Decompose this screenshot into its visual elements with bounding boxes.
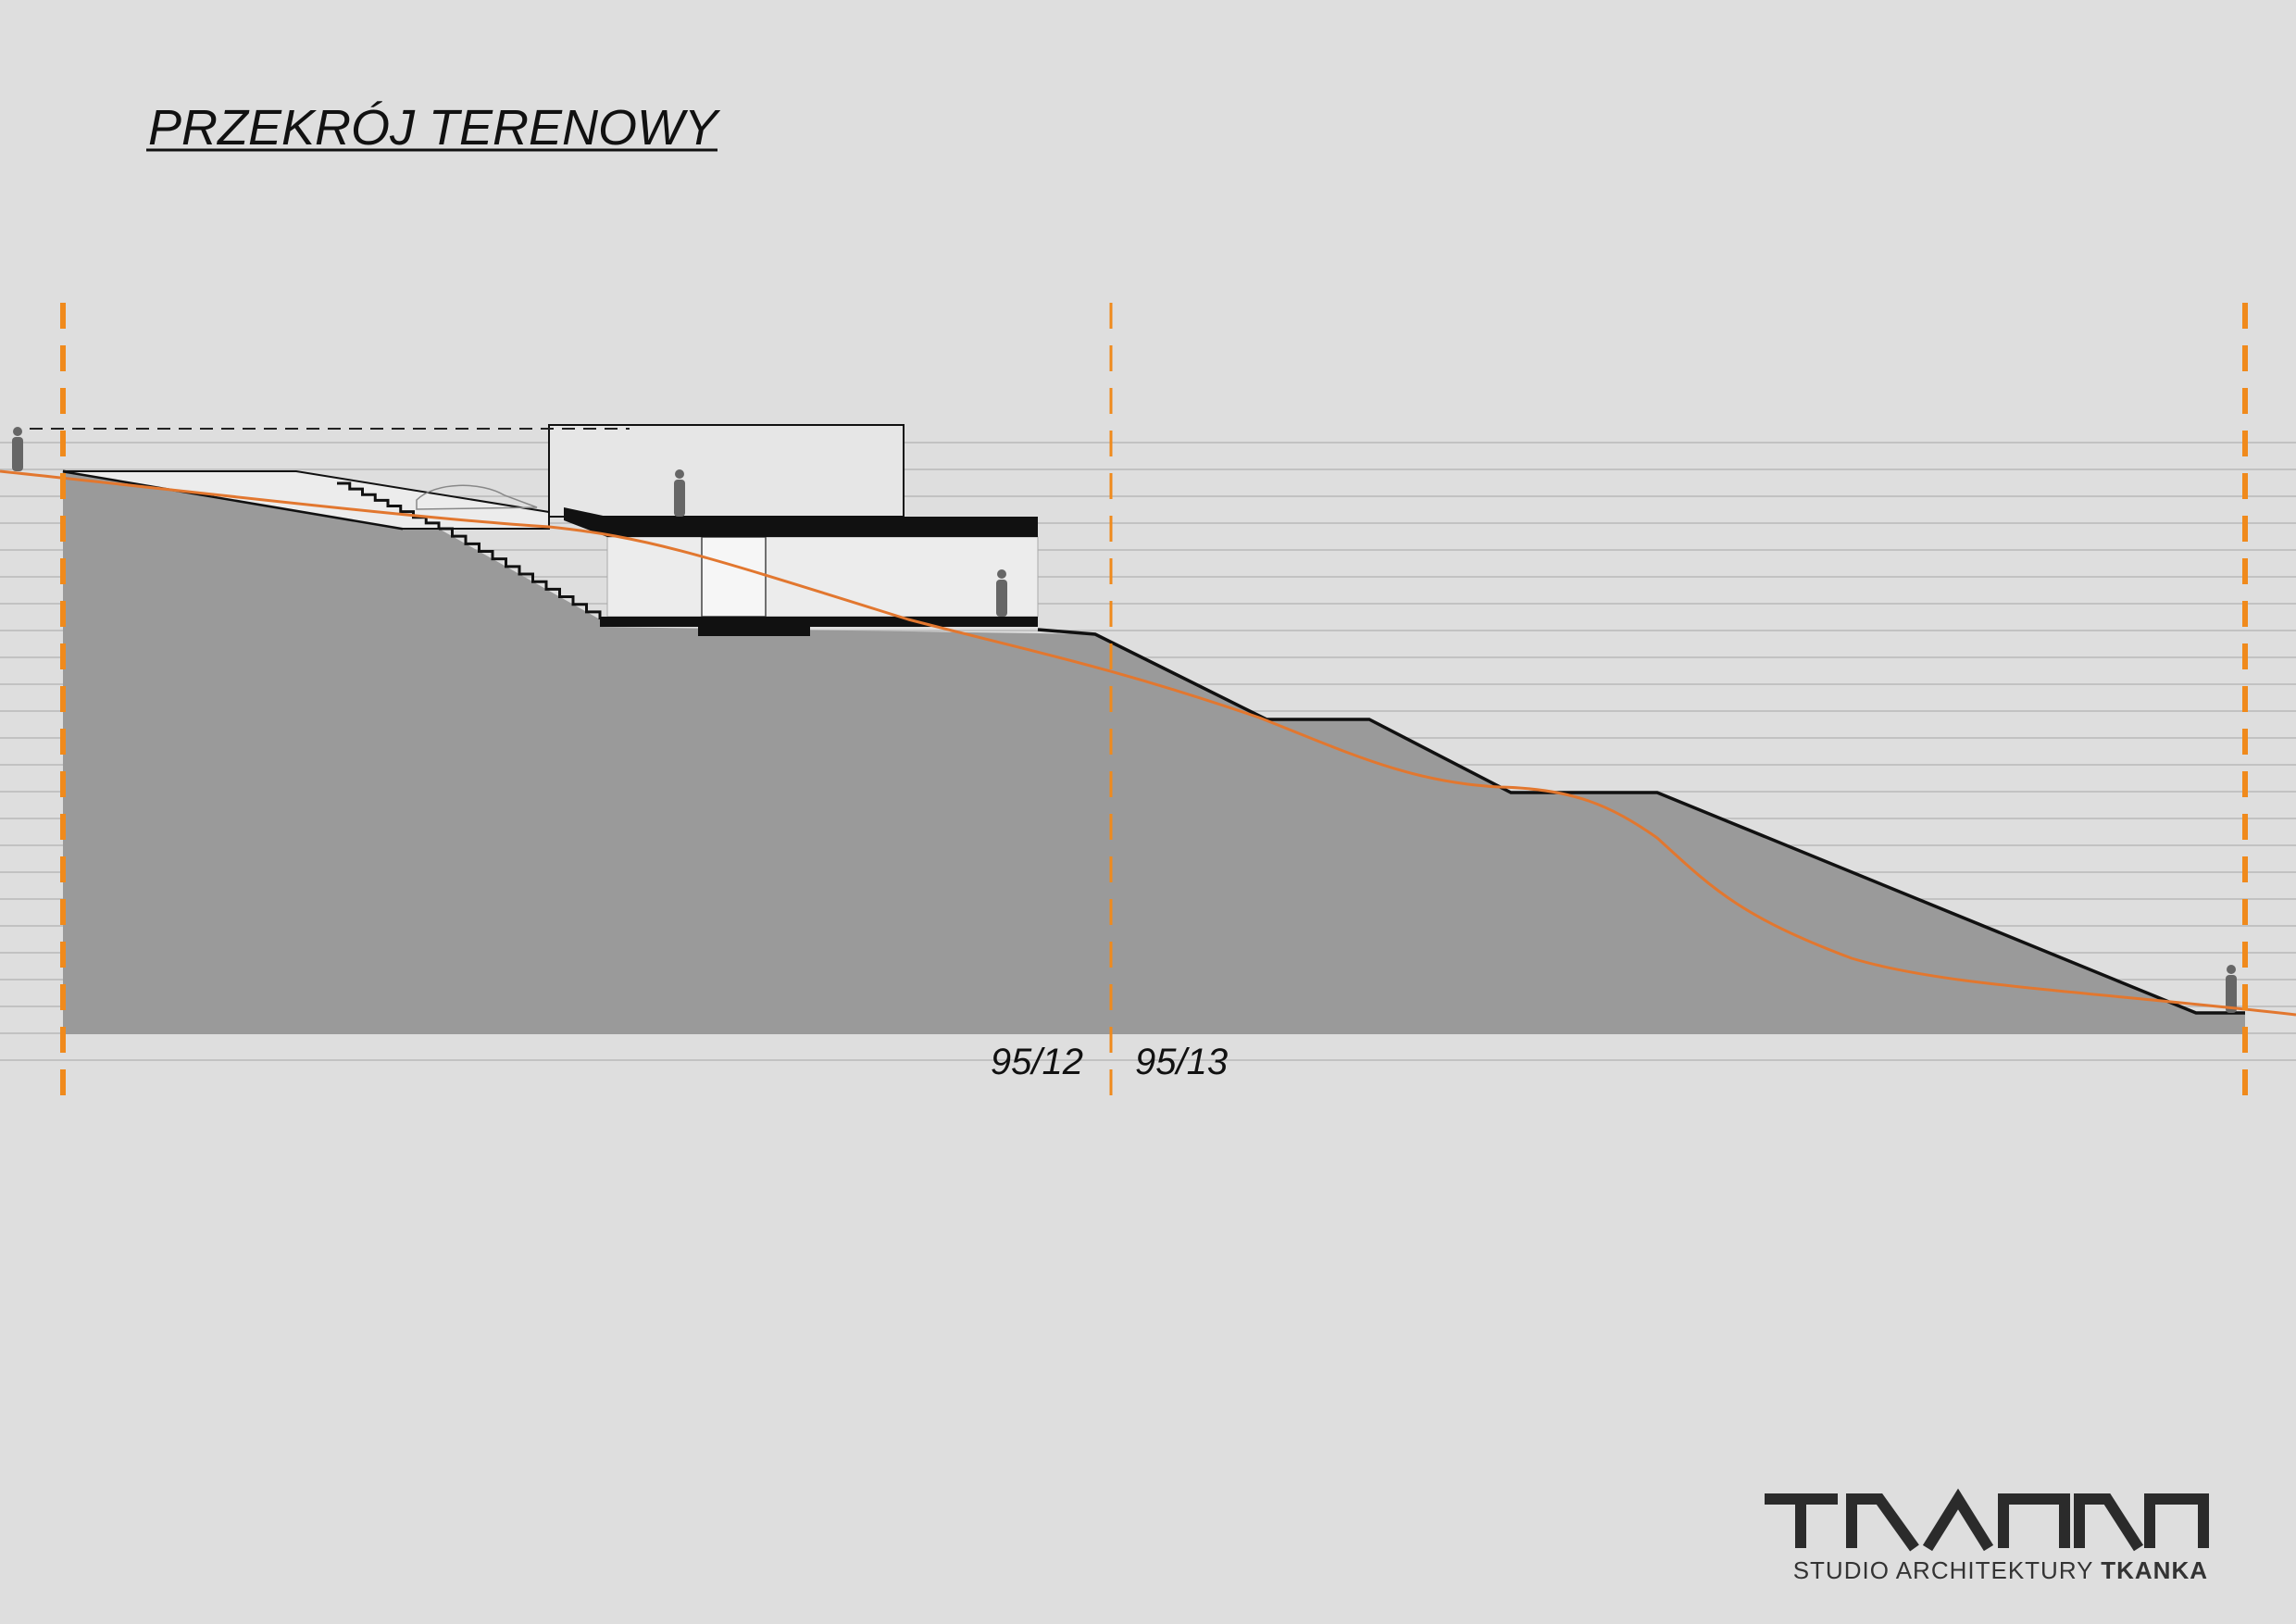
stairs <box>337 481 602 620</box>
terrain-edge <box>1037 628 2245 1015</box>
driveway <box>62 470 550 530</box>
person <box>2227 965 2236 974</box>
car <box>416 484 538 510</box>
logo-letter <box>1846 1493 1919 1552</box>
upper-floor <box>548 424 905 518</box>
logo-letter <box>2074 1493 2144 1552</box>
plot-label: 95/13 <box>1135 1042 1228 1082</box>
terrain <box>63 471 2245 1034</box>
people <box>12 427 2237 1013</box>
studio-name: TKANKA <box>2101 1556 2208 1584</box>
foundation <box>698 627 810 636</box>
person <box>996 580 1007 617</box>
studio-text: STUDIO ARCHITEKTURY <box>1793 1556 2093 1584</box>
title: PRZEKRÓJ TERENOWY <box>148 100 721 156</box>
existing-terrain <box>0 469 2296 1017</box>
glass-wall <box>701 536 767 618</box>
logo-letter <box>1765 1493 1838 1548</box>
person <box>13 427 22 436</box>
person <box>2226 975 2237 1013</box>
studio-caption: STUDIO ARCHITEKTURY TKANKA <box>1793 1556 2208 1584</box>
logo <box>1765 1488 2209 1552</box>
person <box>12 437 23 471</box>
person <box>675 469 684 479</box>
person <box>997 569 1006 579</box>
plot-boundaries <box>60 303 2248 1098</box>
lower-slab <box>600 617 1038 627</box>
plot-label: 95/12 <box>991 1042 1083 1082</box>
logo-letter <box>1998 1493 2070 1548</box>
logo-letter <box>1922 1488 1994 1552</box>
logo-letter <box>2144 1493 2209 1548</box>
person <box>674 480 685 517</box>
upper-slab <box>564 507 1038 537</box>
